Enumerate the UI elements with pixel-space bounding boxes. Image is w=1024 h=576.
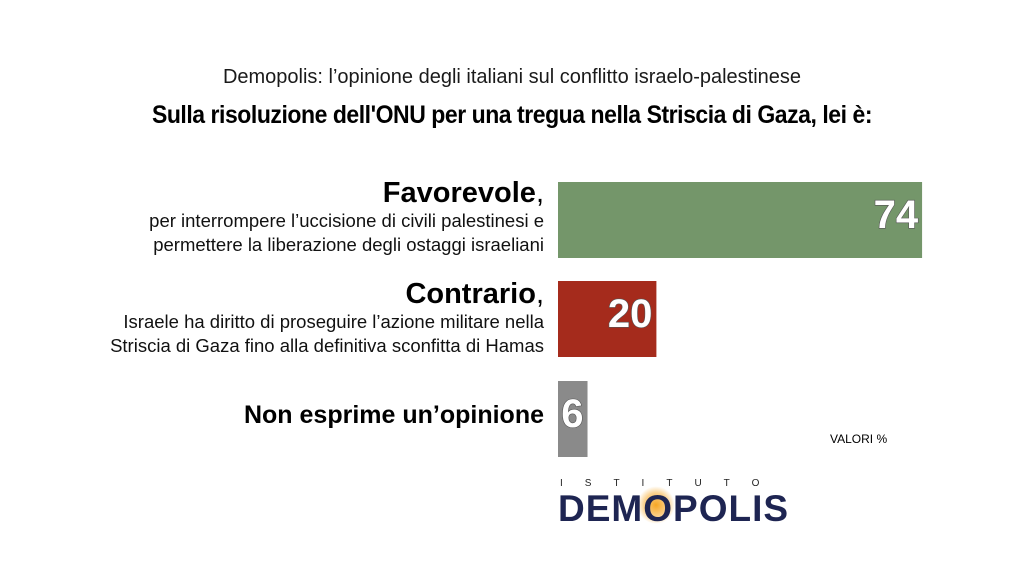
logo-wordmark-post: POLIS [673, 488, 790, 529]
demopolis-logo: ISTITUTO DEMOPOLIS [558, 478, 804, 528]
chart-subtitle: Demopolis: l’opinione degli italiani sul… [222, 66, 802, 88]
bar-value-label-2: 6 [561, 392, 583, 436]
bar-value-label-1: 20 [608, 292, 653, 336]
label-favorevole-comma: , [535, 177, 544, 209]
label-favorevole-head: Favorevole [382, 177, 536, 209]
label-contrario-desc-2: Striscia di Gaza fino alla definitiva sc… [110, 335, 544, 356]
label-non-esprime-head: Non esprime un’opinione [243, 401, 544, 429]
bar-1 [558, 281, 657, 357]
label-favorevole-desc-2: permettere la liberazione degli ostaggi … [153, 234, 544, 255]
label-favorevole-desc-1: per interrompere l’uccisione di civili p… [149, 210, 544, 231]
logo-wordmark: DEMOPOLIS [558, 490, 804, 528]
logo-istituto-text: ISTITUTO [560, 478, 782, 489]
label-contrario-comma: , [535, 278, 544, 310]
values-unit-note: VALORI % [830, 432, 888, 446]
chart-title: Sulla risoluzione dell'ONU per una tregu… [151, 101, 873, 129]
label-favorevole: Favorevole, per interrompere l’uccisione… [149, 177, 544, 257]
logo-wordmark-o: O [643, 488, 674, 529]
bar-2 [558, 381, 588, 457]
logo-wordmark-pre: DEM [558, 488, 644, 529]
label-contrario-head: Contrario [405, 278, 536, 310]
label-contrario-desc-1: Israele ha diritto di proseguire l’azion… [123, 311, 544, 332]
bar-value-label-0: 74 [874, 193, 919, 237]
label-contrario: Contrario, Israele ha diritto di prosegu… [110, 278, 544, 358]
label-non-esprime: Non esprime un’opinione [244, 399, 544, 431]
bar-0 [558, 182, 923, 258]
